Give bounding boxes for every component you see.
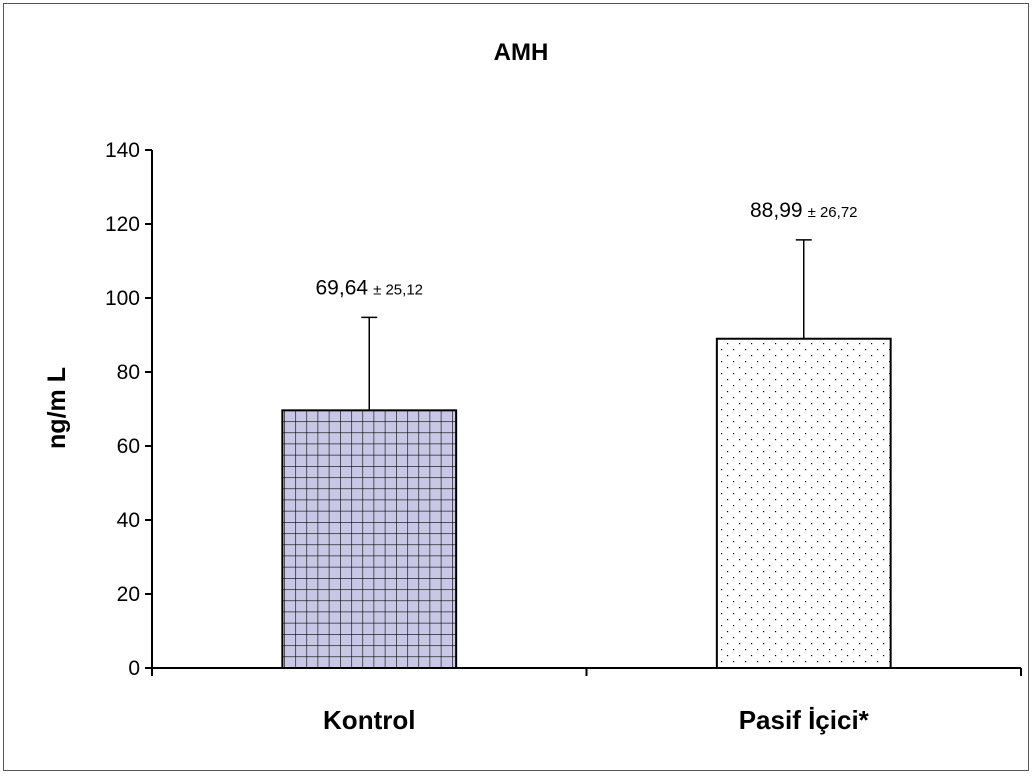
y-tick-label: 80 — [117, 361, 140, 384]
error-bars — [361, 239, 812, 411]
category-label: Kontrol — [323, 705, 415, 735]
data-label-error: ± 26,72 — [808, 204, 858, 221]
data-label: 88,99 ± 26,72 — [750, 199, 858, 222]
data-label-value: 88,99 — [750, 199, 803, 222]
data-labels: 69,64 ± 25,12 88,99 ± 26,72 — [316, 199, 858, 300]
y-tick-label: 100 — [105, 287, 140, 310]
y-tick-label: 120 — [105, 213, 140, 236]
x-ticks — [151, 668, 1022, 676]
y-tick-label: 60 — [117, 435, 140, 458]
y-tick-label: 0 — [128, 657, 140, 680]
bar-0 — [281, 409, 458, 669]
y-ticks: 0 20 40 60 80 100 120 140 — [105, 139, 152, 680]
category-labels: Kontrol Pasif İçici* — [323, 705, 870, 735]
chart-frame — [3, 3, 1029, 771]
bars — [281, 337, 892, 669]
data-label: 69,64 ± 25,12 — [316, 276, 424, 299]
data-label-value: 69,64 — [316, 276, 369, 299]
y-tick-label: 20 — [117, 583, 140, 606]
chart-title: AMH — [494, 39, 549, 66]
y-axis-label: ng/m L — [43, 367, 71, 449]
data-label-error: ± 25,12 — [373, 281, 423, 298]
y-tick-label: 40 — [117, 509, 140, 532]
category-label: Pasif İçici* — [739, 705, 870, 735]
bar-1 — [715, 337, 892, 669]
y-tick-label: 140 — [105, 139, 140, 162]
